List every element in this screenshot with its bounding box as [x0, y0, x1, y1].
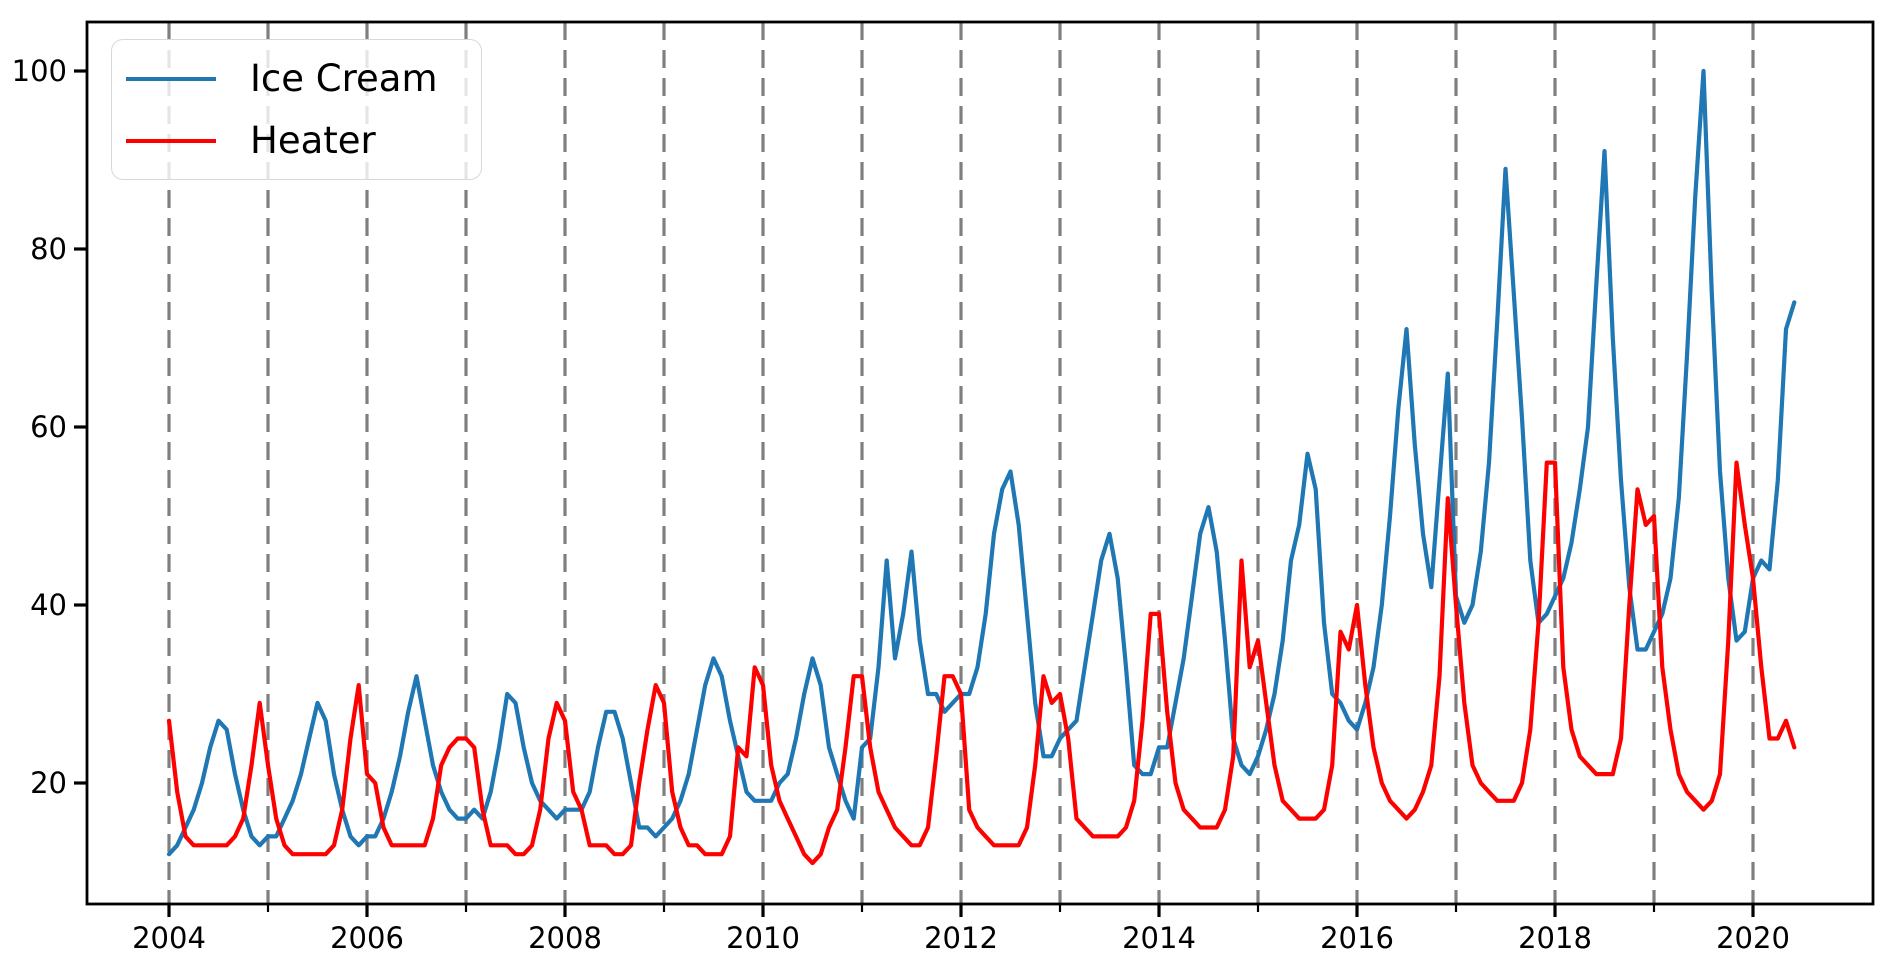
series-line-heater [166, 460, 1797, 866]
y-tick-label-20: 20 [30, 766, 67, 800]
x-tick-label-2012: 2012 [924, 921, 998, 955]
legend-line-ice-cream-swatch [126, 76, 216, 81]
legend-item-heater: Heater [126, 122, 467, 159]
x-tick-label-2006: 2006 [330, 921, 404, 955]
x-tick-label-2004: 2004 [132, 921, 206, 955]
x-tick-label-2018: 2018 [1518, 921, 1592, 955]
legend: Ice Cream Heater [111, 39, 482, 180]
axes-spines [85, 20, 1875, 906]
x-tick-label-2010: 2010 [726, 921, 800, 955]
legend-item-ice-cream: Ice Cream [126, 60, 467, 97]
legend-label-heater: Heater [250, 119, 376, 162]
x-tick-label-2020: 2020 [1716, 921, 1790, 955]
legend-line-heater-swatch [126, 138, 216, 143]
legend-label-ice-cream: Ice Cream [250, 57, 438, 100]
y-tick-label-40: 40 [30, 588, 67, 622]
y-tick-label-60: 60 [30, 410, 67, 444]
x-tick-label-2008: 2008 [528, 921, 602, 955]
x-tick-label-2014: 2014 [1122, 921, 1196, 955]
y-tick-label-100: 100 [12, 54, 67, 88]
x-tick-label-2016: 2016 [1320, 921, 1394, 955]
y-tick-label-80: 80 [30, 232, 67, 266]
